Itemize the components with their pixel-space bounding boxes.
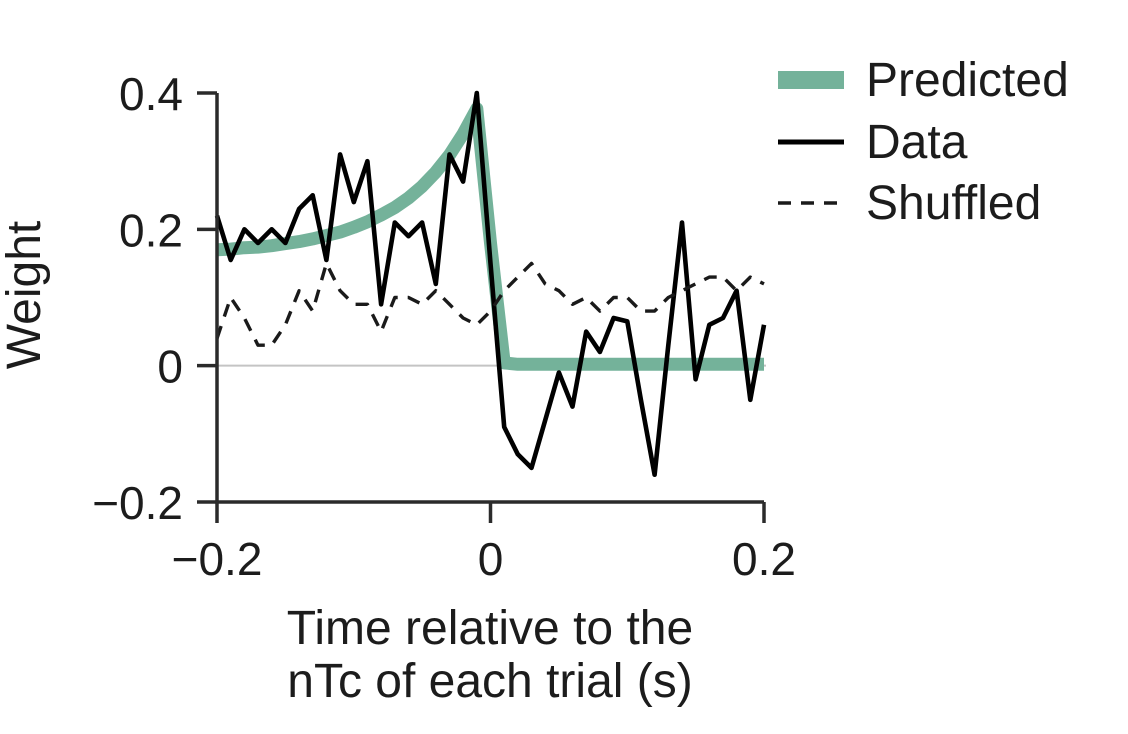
y-tick-label-0: 0 (157, 341, 183, 393)
x-tick-label-0.2: 0.2 (732, 533, 796, 585)
legend-swatch-predicted (778, 71, 844, 89)
legend-label-predicted: Predicted (866, 54, 1069, 107)
series-line-shuffled (215, 261, 765, 347)
y-tick-label-0.2: 0.2 (119, 204, 183, 256)
axis-ticks: 0.4 0.2 0 −0.2−0.2 0 0.2 (92, 68, 796, 585)
x-tick-label-0: 0 (478, 533, 504, 585)
legend-swatches (778, 71, 844, 205)
chart-series (214, 90, 767, 478)
y-tick-label-−0.2: −0.2 (92, 477, 183, 529)
legend-label-shuffled: Shuffled (866, 177, 1041, 230)
legend-label-data: Data (866, 116, 968, 169)
x-axis-label-line2: nTc of each trial (s) (287, 655, 692, 708)
y-axis-label: Weight (0, 221, 51, 370)
x-tick-label-−0.2: −0.2 (172, 533, 263, 585)
x-axis-label-line1: Time relative to the (287, 602, 693, 655)
y-tick-label-0.4: 0.4 (119, 68, 183, 120)
legend: Predicted Data Shuffled (778, 54, 1069, 230)
series-line-data (214, 90, 767, 478)
